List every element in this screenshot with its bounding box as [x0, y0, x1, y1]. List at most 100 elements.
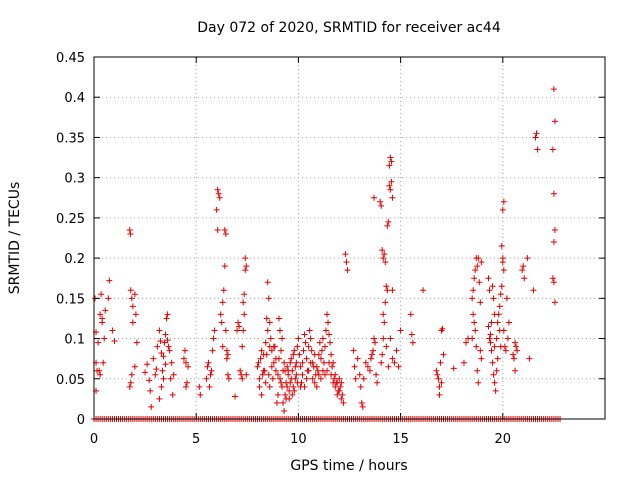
data-point — [131, 363, 138, 370]
data-point — [513, 343, 520, 350]
data-point — [469, 295, 476, 302]
data-point — [373, 371, 380, 378]
data-point — [290, 351, 297, 358]
data-point — [106, 277, 113, 284]
data-point — [499, 206, 506, 213]
data-point — [243, 263, 250, 270]
data-point — [128, 371, 135, 378]
data-point — [258, 391, 265, 398]
data-point — [409, 339, 416, 346]
data-point — [290, 383, 297, 390]
y-tick-label: 0.25 — [56, 212, 85, 227]
data-point — [203, 375, 210, 382]
data-point — [255, 359, 262, 366]
data-point — [147, 387, 154, 394]
data-point — [478, 259, 485, 266]
data-point — [460, 359, 467, 366]
data-point — [533, 130, 540, 137]
data-point — [368, 351, 375, 358]
data-point — [224, 371, 231, 378]
data-point — [289, 391, 296, 398]
data-point — [272, 355, 279, 362]
data-point — [223, 355, 230, 362]
data-point — [316, 339, 323, 346]
data-point — [477, 347, 484, 354]
data-point — [215, 190, 222, 197]
data-point — [321, 371, 328, 378]
data-point — [105, 295, 112, 302]
data-point — [334, 391, 341, 398]
data-point — [500, 267, 507, 274]
data-point — [332, 383, 339, 390]
data-point — [487, 331, 494, 338]
data-point — [470, 311, 477, 318]
data-point — [326, 359, 333, 366]
data-point — [270, 359, 277, 366]
data-point — [184, 379, 191, 386]
data-point — [168, 359, 175, 366]
data-point — [224, 351, 231, 358]
data-point — [274, 391, 281, 398]
data-point — [182, 359, 189, 366]
data-point — [324, 367, 331, 374]
data-point — [97, 311, 104, 318]
data-point — [127, 379, 134, 386]
data-point — [128, 295, 135, 302]
data-point — [526, 355, 533, 362]
data-point — [386, 182, 393, 189]
data-point — [279, 335, 286, 342]
data-point — [438, 379, 445, 386]
data-point — [343, 259, 350, 266]
data-point — [221, 263, 228, 270]
data-point — [214, 226, 221, 233]
x-tick-label: 10 — [290, 432, 307, 447]
data-point — [152, 371, 159, 378]
data-point — [380, 311, 387, 318]
data-point — [162, 331, 169, 338]
data-point — [260, 367, 267, 374]
data-point — [474, 263, 481, 270]
data-point — [302, 339, 309, 346]
data-point — [101, 335, 108, 342]
data-point — [395, 363, 402, 370]
data-point — [420, 287, 427, 294]
data-point — [489, 283, 496, 290]
data-point — [530, 287, 537, 294]
data-point — [156, 395, 163, 402]
data-point — [474, 367, 481, 374]
data-point — [313, 383, 320, 390]
data-point — [470, 287, 477, 294]
data-point — [491, 343, 498, 350]
data-point — [258, 347, 265, 354]
data-point — [476, 279, 483, 286]
data-point — [504, 335, 511, 342]
data-point — [256, 375, 263, 382]
data-point — [225, 375, 232, 382]
data-point — [471, 319, 478, 326]
data-point — [205, 359, 212, 366]
data-point — [267, 335, 274, 342]
data-point — [391, 359, 398, 366]
data-point — [97, 371, 104, 378]
data-point — [180, 355, 187, 362]
data-point — [295, 335, 302, 342]
data-point — [217, 311, 224, 318]
data-point — [472, 327, 479, 334]
data-point — [311, 379, 318, 386]
data-point — [292, 375, 299, 382]
data-point — [160, 375, 167, 382]
data-point — [338, 379, 345, 386]
data-point — [306, 327, 313, 334]
data-point — [475, 255, 482, 262]
data-point — [100, 359, 107, 366]
data-point — [497, 291, 504, 298]
y-tick-label: 0.15 — [56, 292, 85, 307]
data-point — [385, 363, 392, 370]
data-point — [550, 86, 557, 93]
data-point — [209, 347, 216, 354]
data-point — [338, 395, 345, 402]
data-point — [285, 367, 292, 374]
data-point — [534, 146, 541, 153]
data-point — [489, 359, 496, 366]
data-point — [301, 383, 308, 390]
